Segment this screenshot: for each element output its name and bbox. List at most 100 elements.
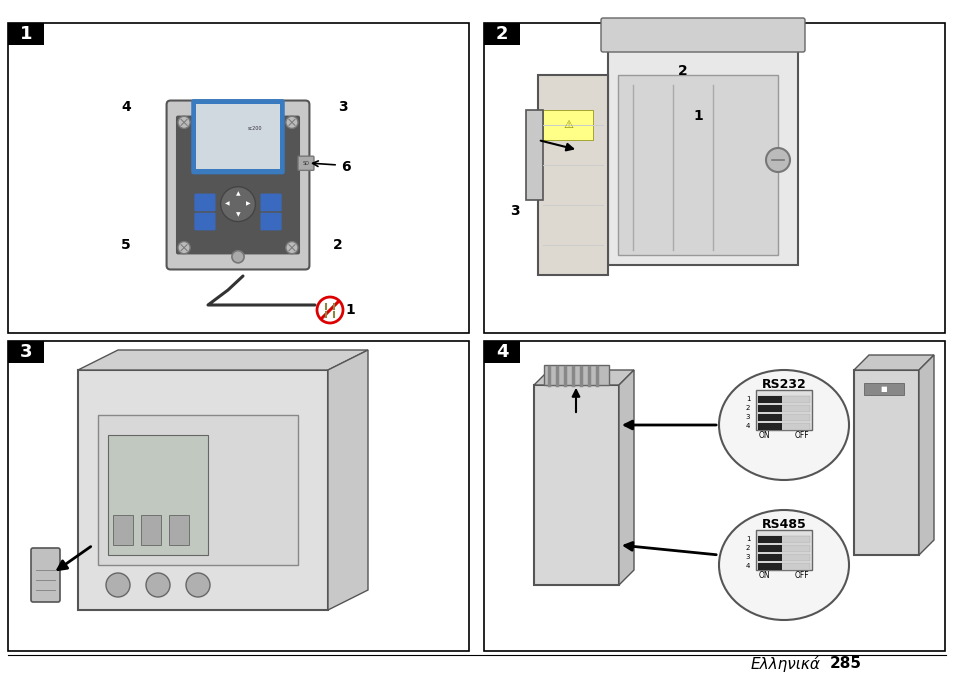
- Text: Ελληνικά: Ελληνικά: [749, 656, 820, 672]
- Bar: [758, 414, 809, 421]
- Polygon shape: [618, 370, 634, 585]
- Circle shape: [178, 116, 190, 129]
- Bar: [758, 414, 781, 421]
- Bar: [755, 390, 811, 430]
- Text: ⚠: ⚠: [562, 120, 573, 130]
- Text: ▶: ▶: [246, 202, 251, 207]
- Bar: [543, 365, 608, 385]
- Text: 2: 2: [496, 25, 508, 43]
- Polygon shape: [328, 350, 368, 610]
- Bar: [758, 545, 809, 552]
- Text: OFF: OFF: [794, 571, 808, 581]
- Bar: [534, 385, 618, 585]
- Bar: [853, 370, 918, 555]
- Bar: [483, 23, 944, 333]
- Text: 2: 2: [333, 238, 342, 252]
- FancyBboxPatch shape: [297, 156, 314, 170]
- Text: 3: 3: [510, 204, 519, 218]
- FancyBboxPatch shape: [30, 548, 60, 602]
- Bar: [169, 515, 189, 545]
- Bar: [78, 370, 328, 610]
- Text: sc200: sc200: [248, 126, 262, 131]
- Text: 1: 1: [345, 303, 355, 317]
- Bar: [542, 110, 593, 140]
- Text: OFF: OFF: [794, 431, 808, 441]
- Text: 5: 5: [121, 238, 131, 252]
- Text: 3: 3: [337, 100, 348, 114]
- Bar: [758, 405, 809, 412]
- Polygon shape: [525, 110, 542, 200]
- Bar: [758, 423, 809, 430]
- Text: 1: 1: [745, 396, 749, 402]
- Text: 1: 1: [745, 536, 749, 542]
- Text: RS485: RS485: [760, 518, 805, 532]
- Circle shape: [178, 242, 190, 254]
- Polygon shape: [853, 355, 933, 370]
- Text: 4: 4: [496, 343, 508, 361]
- Bar: [758, 396, 781, 403]
- Circle shape: [106, 573, 130, 597]
- Bar: [758, 563, 809, 570]
- Polygon shape: [534, 370, 634, 385]
- Bar: [8, 23, 469, 333]
- Bar: [758, 536, 809, 543]
- Circle shape: [220, 186, 255, 221]
- FancyBboxPatch shape: [260, 194, 281, 211]
- Text: ON: ON: [758, 571, 769, 581]
- Bar: [618, 75, 778, 255]
- Bar: [8, 341, 469, 651]
- Bar: [758, 554, 809, 561]
- Text: 2: 2: [745, 545, 749, 551]
- Text: 1: 1: [692, 109, 702, 123]
- Bar: [758, 563, 781, 570]
- Text: ■: ■: [880, 386, 886, 392]
- Circle shape: [765, 148, 789, 172]
- FancyBboxPatch shape: [194, 213, 215, 230]
- Text: 1: 1: [20, 25, 32, 43]
- Bar: [537, 75, 607, 275]
- Text: 285: 285: [829, 656, 862, 672]
- FancyBboxPatch shape: [194, 194, 215, 211]
- Text: 3: 3: [20, 343, 32, 361]
- Text: 3: 3: [745, 554, 749, 560]
- Circle shape: [316, 297, 343, 323]
- Bar: [98, 415, 297, 565]
- Text: ◀: ◀: [225, 202, 230, 207]
- Bar: [108, 435, 208, 555]
- Text: 4: 4: [745, 563, 749, 569]
- Bar: [758, 545, 781, 552]
- Circle shape: [186, 573, 210, 597]
- Bar: [483, 341, 944, 651]
- Polygon shape: [78, 350, 368, 370]
- Bar: [758, 396, 809, 403]
- Text: ON: ON: [758, 431, 769, 441]
- Bar: [758, 405, 781, 412]
- Bar: [8, 23, 44, 45]
- Text: ▼: ▼: [235, 212, 240, 217]
- Text: ▲: ▲: [235, 191, 240, 197]
- Bar: [755, 530, 811, 570]
- FancyBboxPatch shape: [175, 116, 299, 254]
- Text: 2: 2: [745, 405, 749, 411]
- Text: 4: 4: [121, 100, 131, 114]
- Bar: [863, 383, 903, 395]
- Ellipse shape: [719, 370, 848, 480]
- Bar: [483, 341, 519, 363]
- Bar: [196, 104, 279, 170]
- Text: 2: 2: [678, 64, 687, 78]
- Ellipse shape: [719, 510, 848, 620]
- Bar: [141, 515, 161, 545]
- Ellipse shape: [213, 113, 262, 127]
- Text: 4: 4: [745, 423, 749, 429]
- Bar: [483, 23, 519, 45]
- Text: 3: 3: [745, 414, 749, 420]
- FancyBboxPatch shape: [260, 213, 281, 230]
- FancyBboxPatch shape: [600, 18, 804, 52]
- FancyBboxPatch shape: [193, 100, 283, 173]
- Circle shape: [286, 242, 297, 254]
- Bar: [758, 554, 781, 561]
- Text: SD: SD: [302, 161, 309, 166]
- FancyBboxPatch shape: [167, 100, 309, 269]
- Bar: [112, 515, 132, 545]
- Circle shape: [232, 250, 244, 263]
